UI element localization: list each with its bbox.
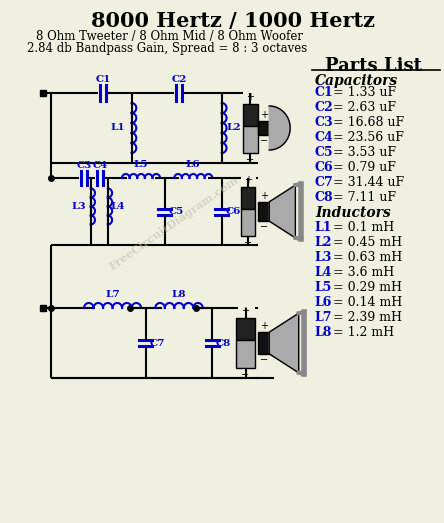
Text: L6: L6 — [186, 160, 201, 169]
Text: L7: L7 — [315, 311, 333, 324]
Text: C7: C7 — [150, 338, 165, 347]
Text: C3: C3 — [76, 161, 91, 170]
Text: = 31.44 uF: = 31.44 uF — [329, 176, 404, 189]
Bar — [236, 318, 255, 340]
Text: = 16.68 uF: = 16.68 uF — [329, 116, 404, 129]
Text: −: − — [242, 370, 250, 380]
Text: = 0.45 mH: = 0.45 mH — [329, 236, 402, 249]
Text: −: − — [261, 355, 269, 365]
Text: L8: L8 — [315, 326, 332, 339]
Text: C4: C4 — [93, 161, 108, 170]
Polygon shape — [269, 313, 299, 373]
Text: L5: L5 — [134, 160, 148, 169]
Text: +: + — [242, 306, 250, 316]
Text: Inductors: Inductors — [315, 206, 390, 220]
Text: C6: C6 — [226, 207, 241, 216]
Text: C5: C5 — [315, 146, 333, 159]
Text: C8: C8 — [315, 191, 333, 204]
Bar — [241, 187, 255, 209]
Text: −: − — [244, 237, 253, 247]
Text: L1: L1 — [315, 221, 333, 234]
Text: C3: C3 — [315, 116, 333, 129]
Bar — [243, 104, 258, 126]
Bar — [258, 332, 269, 354]
Text: = 23.56 uF: = 23.56 uF — [329, 131, 404, 144]
Bar — [258, 121, 269, 135]
Polygon shape — [269, 106, 290, 150]
Text: 8 Ohm Tweeter / 8 Ohm Mid / 8 Ohm Woofer: 8 Ohm Tweeter / 8 Ohm Mid / 8 Ohm Woofer — [36, 30, 303, 43]
Text: C7: C7 — [315, 176, 333, 189]
Bar — [241, 209, 255, 236]
Text: C1: C1 — [315, 86, 333, 99]
Text: L2: L2 — [315, 236, 333, 249]
Text: L4: L4 — [110, 202, 125, 211]
Text: L5: L5 — [315, 281, 332, 294]
Text: = 7.11 uF: = 7.11 uF — [329, 191, 396, 204]
Bar — [236, 340, 255, 368]
Text: L7: L7 — [105, 290, 120, 299]
Text: C8: C8 — [216, 338, 231, 347]
Text: L1: L1 — [110, 123, 125, 132]
Text: −: − — [246, 154, 254, 165]
Text: 2.84 db Bandpass Gain, Spread = 8 : 3 octaves: 2.84 db Bandpass Gain, Spread = 8 : 3 oc… — [27, 42, 307, 55]
Text: +: + — [261, 110, 269, 120]
Text: L4: L4 — [315, 266, 333, 279]
Text: L6: L6 — [315, 296, 332, 309]
Text: C1: C1 — [95, 75, 111, 84]
Text: = 1.2 mH: = 1.2 mH — [329, 326, 394, 339]
Bar — [243, 126, 258, 153]
Text: L3: L3 — [71, 202, 86, 211]
Text: C4: C4 — [315, 131, 333, 144]
Text: L3: L3 — [315, 251, 332, 264]
Text: = 2.39 mH: = 2.39 mH — [329, 311, 402, 324]
Text: C2: C2 — [171, 75, 187, 84]
Text: L8: L8 — [172, 290, 186, 299]
Text: C5: C5 — [169, 207, 184, 216]
Text: Parts List: Parts List — [325, 57, 422, 75]
Text: −: − — [261, 222, 269, 232]
Text: = 0.1 mH: = 0.1 mH — [329, 221, 394, 234]
Text: = 2.63 uF: = 2.63 uF — [329, 101, 396, 114]
Text: +: + — [244, 175, 252, 185]
Bar — [258, 202, 269, 221]
Text: = 1.33 uF: = 1.33 uF — [329, 86, 396, 99]
Text: FreeCircuitDiagram.com: FreeCircuitDiagram.com — [107, 174, 241, 272]
Text: +: + — [261, 321, 269, 331]
Text: 8000 Hertz / 1000 Hertz: 8000 Hertz / 1000 Hertz — [91, 11, 375, 31]
Text: +: + — [261, 191, 269, 201]
Text: −: − — [261, 136, 269, 146]
Text: = 0.14 mH: = 0.14 mH — [329, 296, 402, 309]
Text: = 0.63 mH: = 0.63 mH — [329, 251, 402, 264]
Polygon shape — [269, 185, 295, 238]
Text: = 0.29 mH: = 0.29 mH — [329, 281, 402, 294]
Text: = 3.6 mH: = 3.6 mH — [329, 266, 394, 279]
Text: C2: C2 — [315, 101, 333, 114]
Text: = 0.79 uF: = 0.79 uF — [329, 161, 396, 174]
Text: +: + — [246, 92, 254, 101]
Text: L2: L2 — [227, 123, 242, 132]
Text: C6: C6 — [315, 161, 333, 174]
Text: Capacitors: Capacitors — [315, 74, 398, 88]
Text: = 3.53 uF: = 3.53 uF — [329, 146, 396, 159]
